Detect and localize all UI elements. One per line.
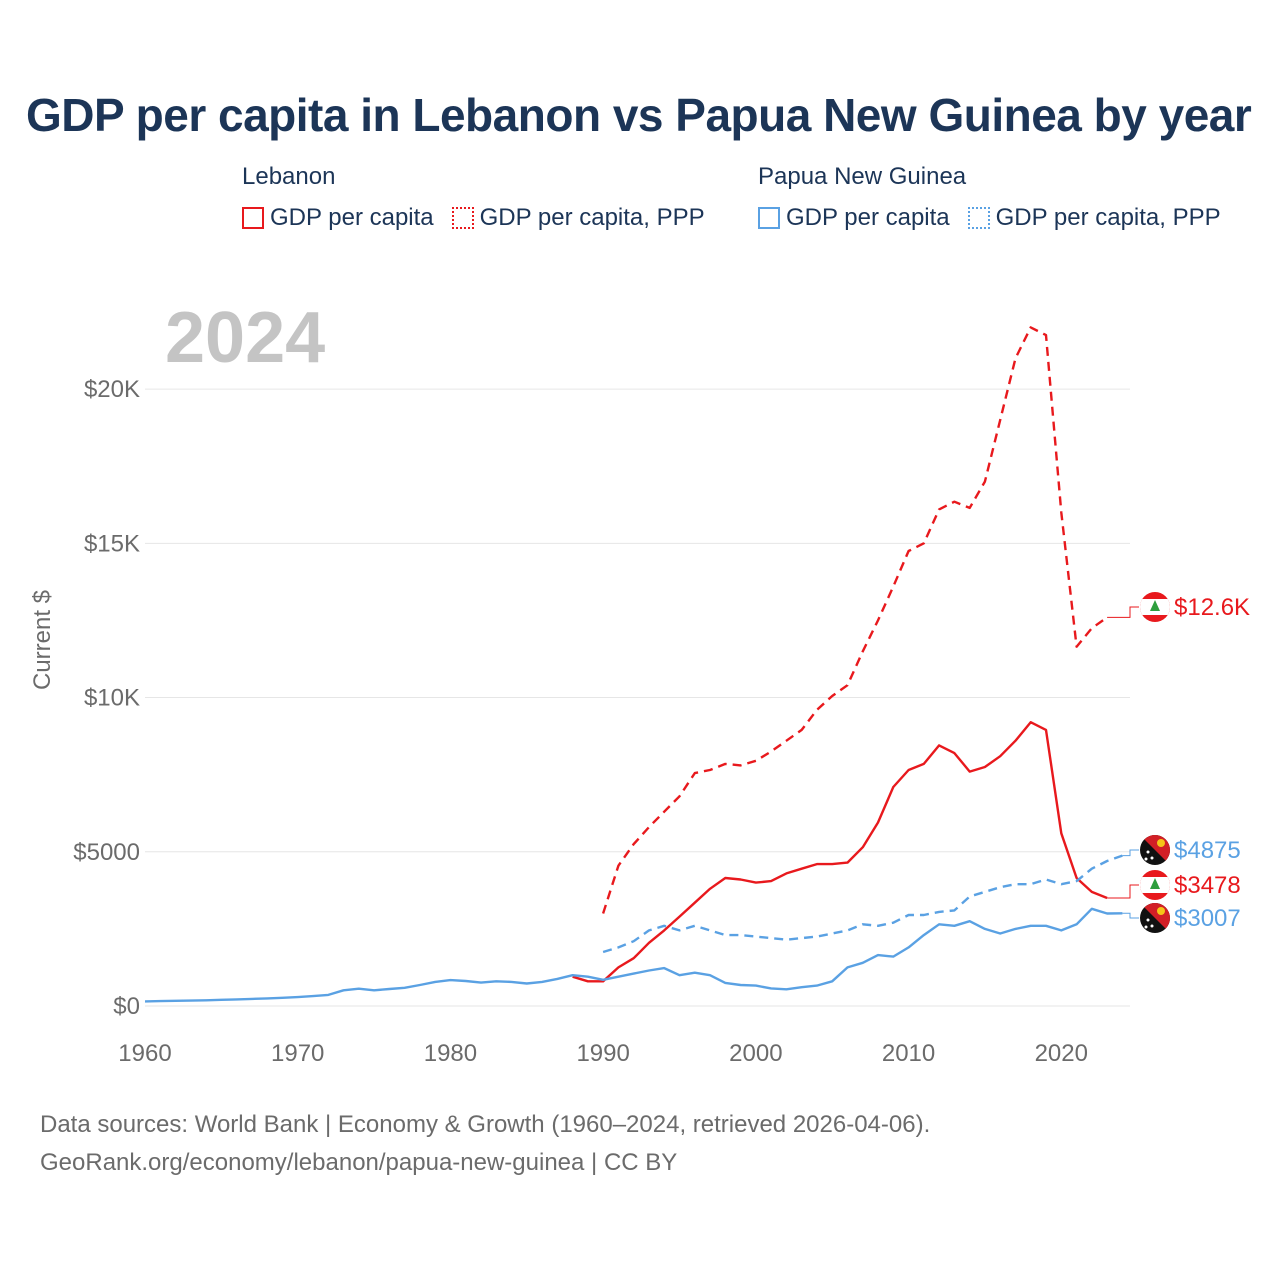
y-tick-label: $15K bbox=[84, 530, 140, 557]
x-tick-label: 2020 bbox=[1035, 1040, 1088, 1067]
y-tick-label: $10K bbox=[84, 685, 140, 712]
series-line-3 bbox=[602, 854, 1123, 954]
legend-title-lebanon: Lebanon bbox=[242, 163, 336, 190]
legend-swatch-png-ppp bbox=[967, 207, 990, 229]
end-labels: $12.6K $3478 $4875 $3007 bbox=[1140, 592, 1250, 933]
grid-lines bbox=[145, 388, 1130, 1007]
end-label-leader bbox=[1107, 884, 1139, 899]
end-label-lebanon-gdp: $3478 bbox=[1174, 872, 1241, 899]
legend-item-lebanon-gdp[interactable]: GDP per capita bbox=[242, 204, 434, 232]
x-axis: 1960 1970 1980 1990 2000 2010 2020 bbox=[118, 1040, 1088, 1067]
footer-link[interactable]: GeoRank.org/economy/lebanon/papua-new-gu… bbox=[40, 1149, 678, 1176]
legend-group-png: Papua New Guinea GDP per capita GDP per … bbox=[758, 162, 1221, 232]
y-tick-label: $20K bbox=[84, 376, 140, 403]
end-label-png-gdp: $3007 bbox=[1174, 905, 1241, 932]
end-label-leader bbox=[1122, 849, 1139, 857]
x-tick-label: 1980 bbox=[424, 1040, 477, 1067]
x-tick-label: 2010 bbox=[882, 1040, 935, 1067]
legend-item-png-ppp[interactable]: GDP per capita, PPP bbox=[967, 204, 1221, 232]
legend-swatch-lebanon-gdp bbox=[242, 207, 264, 229]
x-tick-label: 2000 bbox=[729, 1040, 782, 1067]
lebanon-flag-icon bbox=[1140, 870, 1170, 900]
y-tick-label: $5000 bbox=[73, 839, 140, 866]
legend-swatch-png-gdp bbox=[758, 207, 780, 229]
year-watermark: 2024 bbox=[165, 298, 325, 378]
chart-title: GDP per capita in Lebanon vs Papua New G… bbox=[26, 89, 1252, 141]
legend-label-lebanon-gdp: GDP per capita bbox=[270, 204, 434, 231]
series-line-2 bbox=[144, 907, 1123, 1003]
series-lines bbox=[144, 326, 1139, 1003]
series-line-1 bbox=[601, 326, 1108, 914]
y-tick-label: $0 bbox=[113, 993, 140, 1020]
x-tick-label: 1970 bbox=[271, 1040, 324, 1067]
legend-label-png-gdp: GDP per capita bbox=[786, 204, 950, 231]
x-tick-label: 1990 bbox=[576, 1040, 629, 1067]
legend-label-lebanon-ppp: GDP per capita, PPP bbox=[479, 204, 705, 231]
legend-swatch-lebanon-ppp bbox=[451, 207, 474, 229]
footer-sources: Data sources: World Bank | Economy & Gro… bbox=[40, 1111, 931, 1138]
papua-new-guinea-flag-icon bbox=[1140, 903, 1170, 933]
x-tick-label: 1960 bbox=[118, 1040, 171, 1067]
end-label-leader bbox=[1107, 606, 1139, 618]
end-label-leader bbox=[1122, 912, 1139, 919]
papua-new-guinea-flag-icon bbox=[1140, 835, 1170, 865]
lebanon-flag-icon bbox=[1140, 592, 1170, 622]
end-label-png-ppp: $4875 bbox=[1174, 837, 1241, 864]
end-label-lebanon-ppp: $12.6K bbox=[1174, 594, 1250, 621]
series-line-0 bbox=[572, 721, 1108, 983]
y-axis: $0 $5000 $10K $15K $20K bbox=[73, 376, 140, 1020]
y-axis-label: Current $ bbox=[29, 590, 56, 690]
legend-item-lebanon-ppp[interactable]: GDP per capita, PPP bbox=[451, 204, 705, 232]
legend-title-png: Papua New Guinea bbox=[758, 163, 967, 190]
footer: Data sources: World Bank | Economy & Gro… bbox=[40, 1106, 930, 1182]
legend-group-lebanon: Lebanon GDP per capita GDP per capita, P… bbox=[242, 162, 705, 232]
legend-label-png-ppp: GDP per capita, PPP bbox=[995, 204, 1221, 231]
legend-item-png-gdp[interactable]: GDP per capita bbox=[758, 204, 950, 232]
